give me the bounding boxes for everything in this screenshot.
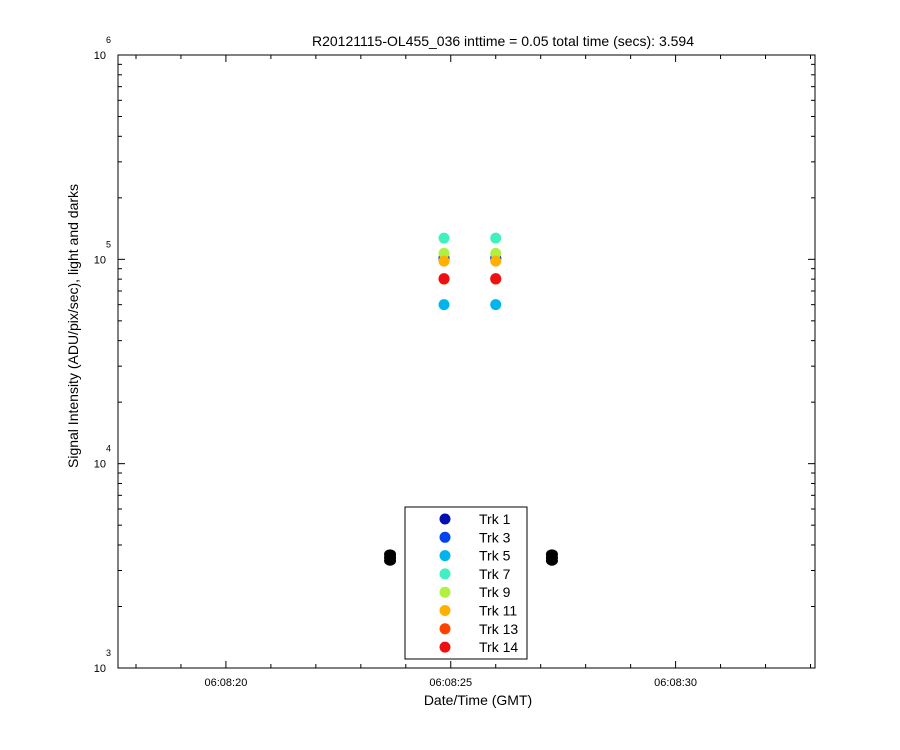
dark-point (384, 549, 397, 560)
legend-marker (439, 568, 451, 580)
data-point (490, 273, 502, 285)
y-axis-label: Signal Intensity (ADU/pix/sec), light an… (65, 184, 81, 468)
legend-label: Trk 9 (479, 584, 511, 600)
data-point (490, 247, 502, 259)
dark-point (545, 549, 558, 560)
legend-label: Trk 3 (479, 529, 511, 545)
legend-box (404, 506, 528, 660)
x-tick-label: 06:08:25 (429, 677, 472, 689)
data-point (490, 299, 502, 311)
data-point (438, 273, 450, 285)
data-point (438, 299, 450, 311)
y-tick-label: 10 (94, 254, 106, 266)
legend-marker (439, 605, 451, 616)
legend-label: Trk 5 (479, 548, 511, 564)
data-point (438, 232, 450, 244)
y-tick-exponent: 5 (106, 239, 111, 249)
data-point (490, 232, 502, 244)
legend-label: Trk 13 (479, 621, 518, 637)
legend-marker (439, 550, 451, 562)
x-tick-label: 06:08:20 (205, 677, 248, 689)
plot-frame (117, 54, 816, 669)
y-tick-exponent: 3 (106, 648, 111, 658)
legend-label: Trk 11 (479, 603, 517, 619)
x-axis-label: Date/Time (GMT) (424, 692, 532, 708)
legend-marker (439, 513, 451, 525)
legend-label: Trk 7 (479, 566, 511, 582)
data-point (490, 255, 502, 267)
legend-marker (439, 641, 451, 653)
y-tick-label: 10 (94, 50, 106, 62)
y-tick-label: 10 (94, 663, 106, 675)
x-tick-label: 06:08:30 (654, 677, 697, 689)
legend-label: Trk 14 (479, 639, 518, 655)
legend-label: Trk 1 (479, 511, 511, 527)
chart-title: R20121115-OL455_036 inttime = 0.05 total… (312, 33, 694, 49)
legend-marker (439, 531, 451, 543)
legend-marker (439, 586, 451, 598)
data-point (438, 255, 450, 267)
data-point (438, 247, 450, 259)
y-tick-label: 10 (94, 459, 106, 471)
legend: Trk 1 Trk 3 Trk 5 Trk 7 Trk 9 Trk 11 Trk 13 Trk… (404, 506, 528, 660)
y-tick-exponent: 6 (106, 35, 111, 45)
legend-marker (439, 623, 451, 635)
data-points (384, 232, 558, 566)
y-tick-exponent: 4 (106, 444, 111, 454)
